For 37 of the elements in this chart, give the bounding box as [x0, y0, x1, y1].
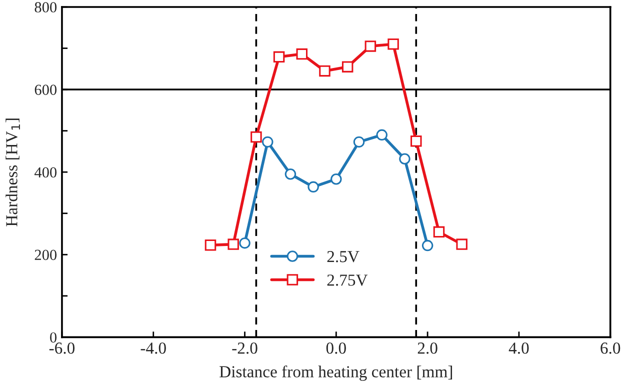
y-tick-label: 600: [34, 84, 57, 95]
point: [433, 226, 445, 238]
point: [342, 61, 354, 72]
x-tick-label: -6.0: [49, 342, 75, 354]
point: [456, 238, 468, 250]
point: [422, 240, 434, 252]
point: [262, 136, 274, 148]
point: [410, 135, 422, 147]
x-tick-label: -4.0: [140, 342, 166, 354]
x-tick-label: 0.0: [326, 342, 346, 354]
point: [250, 131, 262, 143]
point: [319, 65, 330, 77]
legend-label: 2.75V: [327, 274, 368, 286]
x-tick-label: 4.0: [508, 342, 529, 354]
point: [353, 136, 365, 148]
point: [364, 40, 376, 52]
point: [376, 129, 388, 141]
point: [273, 51, 285, 63]
x-tick-label: -2.0: [232, 342, 258, 354]
x-tick-label: 6.0: [600, 342, 620, 354]
y-tick-label: 800: [34, 2, 57, 12]
point: [399, 153, 410, 164]
point: [284, 168, 296, 180]
point: [330, 173, 342, 185]
point: [239, 237, 250, 249]
point: [308, 181, 319, 193]
point: [204, 240, 216, 251]
point: [388, 38, 399, 50]
y-tick-label: 0: [50, 332, 57, 343]
legend-label: 2.5V: [327, 251, 360, 262]
point: [228, 238, 239, 250]
x-tick-label: 2.0: [418, 342, 438, 354]
x-axis-title: Distance from heating center [mm]: [220, 365, 452, 381]
point: [296, 48, 308, 60]
y-axis-title: Hardness [HV$_{1}$]: [6, 118, 20, 226]
y-tick-label: 200: [34, 250, 57, 260]
y-tick-label: 400: [34, 167, 57, 178]
